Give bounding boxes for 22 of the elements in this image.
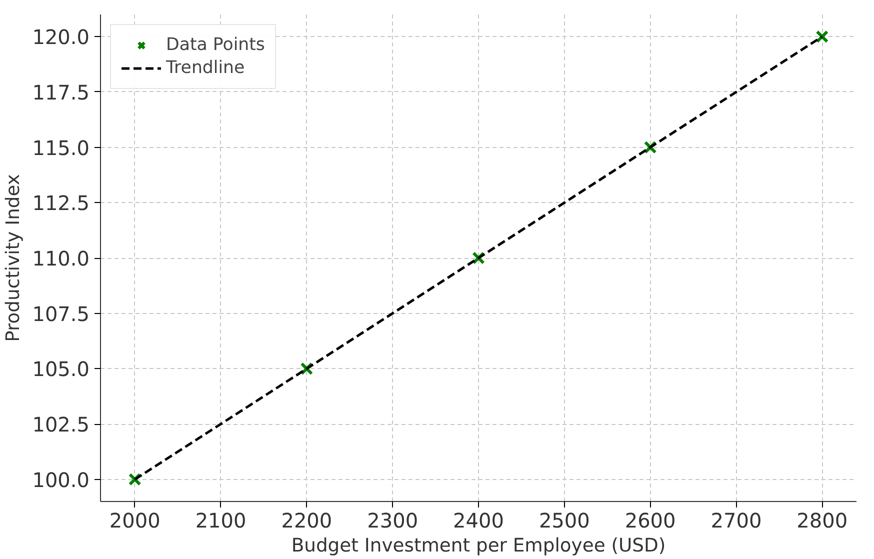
y-tick-label: 105.0: [32, 357, 90, 382]
legend-label: Trendline: [166, 58, 245, 78]
y-tick-label: 112.5: [32, 191, 90, 216]
y-tick-label: 100.0: [32, 468, 90, 492]
x-tick-label: 2300: [367, 508, 418, 532]
legend-label: Data Points: [166, 35, 265, 55]
x-tick-label: 2700: [710, 508, 762, 532]
x-tick-label: 2000: [109, 508, 160, 532]
y-tick-label: 120.0: [32, 25, 90, 50]
y-tick-label: 115.0: [32, 136, 90, 160]
x-tick-label: 2800: [796, 508, 848, 532]
y-tick-label: 102.5: [32, 412, 90, 437]
x-tick-label: 2400: [453, 508, 504, 532]
x-tick-label: 2500: [538, 508, 590, 532]
y-axis-title: Productivity Index: [3, 174, 24, 342]
x-tick-label: 2100: [195, 508, 246, 532]
y-tick-label: 110.0: [32, 246, 90, 270]
x-tick-label: 2600: [624, 508, 676, 532]
x-axis-title: Budget Investment per Employee (USD): [291, 536, 666, 556]
y-tick-label: 117.5: [32, 80, 90, 104]
y-tick-label: 107.5: [32, 302, 90, 326]
x-tick-label: 2200: [281, 508, 332, 532]
